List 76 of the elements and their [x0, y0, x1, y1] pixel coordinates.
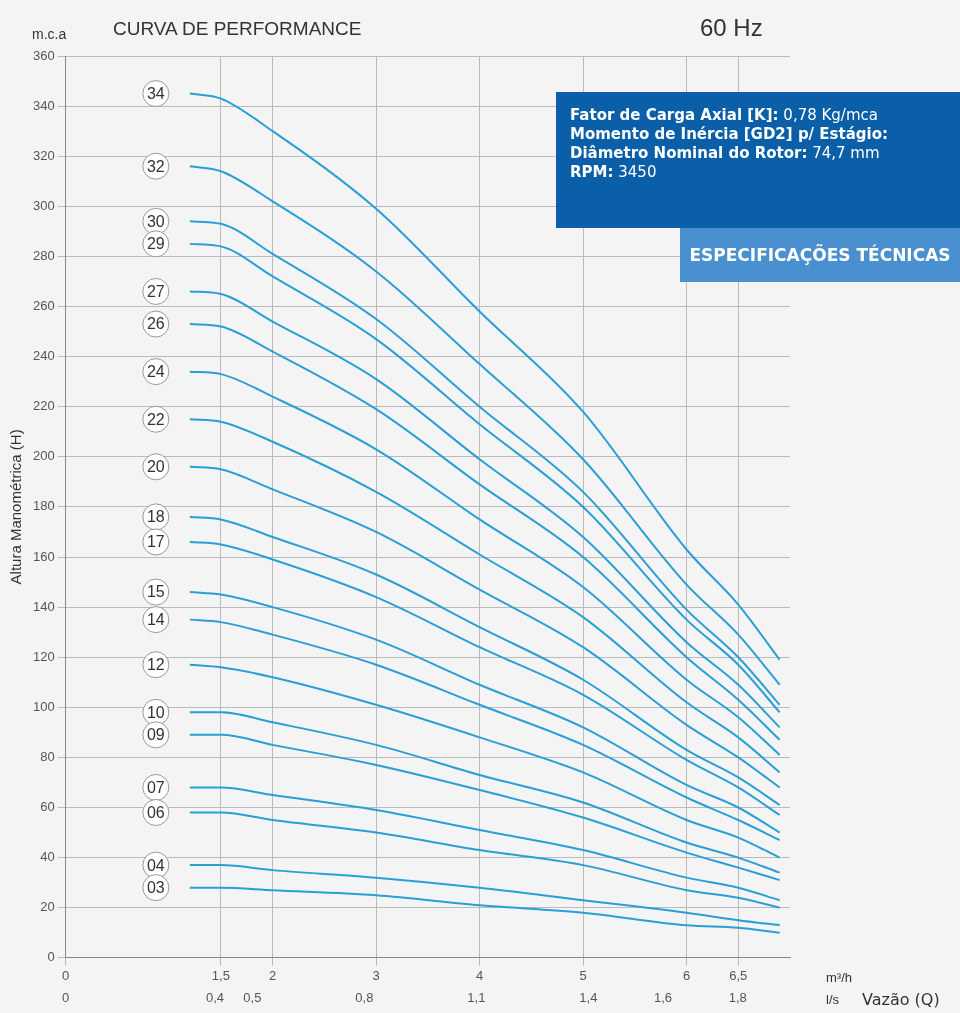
y-tick-label: 300: [32, 197, 55, 213]
series-label: 27: [146, 282, 165, 300]
series-label: 09: [146, 726, 165, 744]
series-label: 34: [146, 84, 165, 102]
x2-tick-label: 1,1: [467, 989, 486, 1005]
x2-tick-label: 0,8: [355, 989, 374, 1005]
y-tick-label: 200: [32, 448, 55, 464]
text: l/s: [826, 992, 839, 1007]
series-label: 06: [146, 803, 165, 821]
x-tick-label: 4: [475, 968, 484, 984]
x-axis-title: Vazão (Q): [862, 990, 940, 1009]
series-label: 24: [146, 363, 165, 381]
series-label: 20: [146, 458, 165, 476]
y-tick-label: 360: [32, 47, 55, 63]
line-series: [188, 786, 781, 902]
y-tick-label: 60: [40, 799, 55, 815]
y-tick-label: 120: [32, 648, 55, 664]
line-series: [188, 465, 781, 789]
x2-tick-label: 0,5: [243, 989, 262, 1005]
y-tick-label: 280: [32, 247, 55, 263]
x2-tick-label: 1,6: [654, 989, 673, 1005]
x2-tick-label: 1,4: [579, 989, 598, 1005]
series-label: 10: [146, 703, 165, 721]
series-label: 32: [146, 157, 165, 175]
y-tick-label: 320: [32, 147, 55, 163]
y-tick-label: 140: [32, 598, 55, 614]
series-label: 17: [146, 533, 165, 551]
text: m³/h: [826, 970, 852, 985]
line-series: [188, 418, 781, 774]
x2-tick-label: 0: [62, 989, 70, 1005]
chart-title: CURVA DE PERFORMANCE: [113, 18, 362, 40]
chart-subtitle: 60 Hz: [700, 14, 763, 42]
annotation: Fator de Carga Axial [K]: 0,78 Kg/mca: [570, 106, 879, 125]
series-label: 26: [146, 315, 165, 333]
x-tick-label: 5: [579, 968, 587, 984]
x-tick-label: 6: [682, 968, 691, 984]
x2-tick-label: 0,4: [205, 989, 225, 1005]
line-series: [188, 733, 781, 882]
series-label: 03: [146, 879, 165, 897]
y-tick-label: 0: [47, 949, 55, 965]
x2-tick-label: 1,8: [728, 989, 747, 1005]
x-tick-label: 3: [372, 968, 380, 984]
annotation: Diâmetro Nominal do Rotor: 74,7 mm: [570, 144, 881, 163]
series-label: 22: [146, 410, 165, 428]
line-series: [188, 864, 781, 927]
line-series: [188, 711, 781, 874]
line-series: [188, 663, 781, 859]
y-tick-label: 260: [32, 298, 55, 314]
series-label: 12: [146, 656, 165, 674]
x-tick-label: 6,5: [729, 968, 748, 984]
annotation: Momento de Inércia [GD2] p/ Estágio:: [570, 125, 888, 143]
series-label: 07: [146, 778, 165, 796]
series-label: 18: [146, 508, 165, 526]
y-tick-label: 240: [32, 348, 55, 364]
series-label: 04: [146, 856, 165, 874]
y-tick-label: 160: [32, 548, 55, 564]
y-tick-label: 340: [32, 97, 55, 113]
series-label: 15: [146, 583, 165, 601]
series-label: 30: [146, 212, 165, 230]
series-label: 29: [146, 235, 165, 253]
annotation: RPM: 3450: [570, 163, 658, 182]
series-label: 14: [146, 611, 165, 629]
y-tick-label: 40: [40, 849, 55, 865]
x-tick-label: 0: [62, 968, 70, 984]
line-series: [188, 811, 781, 909]
y-tick-label: 20: [40, 899, 55, 915]
line-series: [188, 886, 781, 934]
y-tick-label: 100: [32, 698, 55, 714]
x-tick-label: 1,5: [211, 968, 230, 984]
y-tick-label: 220: [32, 398, 55, 414]
y-tick-label: 80: [40, 748, 55, 764]
y-tick-label: 180: [32, 498, 55, 514]
text: m.c.a: [32, 26, 67, 42]
heading-ribbon: ESPECIFICAÇÕES TÉCNICAS: [680, 228, 960, 282]
y-axis-title: Altura Manométrica (H): [7, 429, 25, 585]
x-tick-label: 2: [269, 968, 277, 984]
